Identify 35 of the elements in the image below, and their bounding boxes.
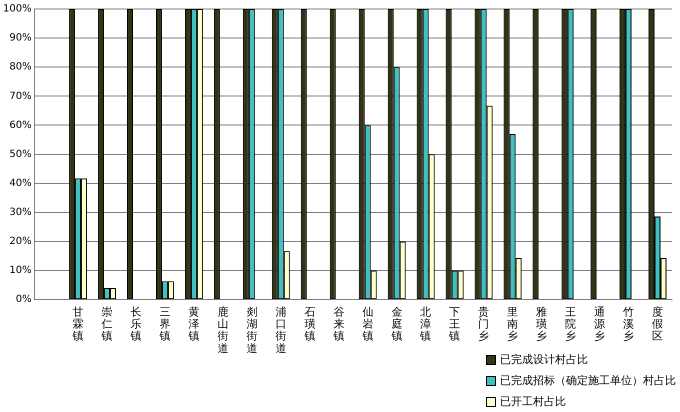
x-tick-label: 金庭镇 [390, 306, 402, 343]
x-tick-label: 甘霖镇 [72, 306, 84, 343]
y-tick-label: 0% [16, 294, 32, 306]
x-tick-label: 剡湖街道 [246, 306, 258, 355]
x-tick-label: 崇仁镇 [100, 306, 113, 343]
x-tick-label: 北漳镇 [419, 306, 432, 343]
y-tick-label: 70% [9, 90, 32, 102]
x-tick-label: 通源乡 [594, 306, 606, 343]
x-tick-label: 下王镇 [448, 306, 460, 343]
legend-label: 已完成设计村占比 [500, 352, 588, 367]
y-tick-label: 60% [9, 120, 32, 131]
x-tick-label: 仙岩镇 [361, 306, 374, 343]
y-tick-label: 50% [9, 148, 32, 160]
y-tick-label: 80% [9, 62, 32, 73]
y-tick-label: 100% [2, 4, 32, 15]
y-tick-label: 10% [9, 265, 32, 276]
x-tick-label: 王院乡 [565, 306, 576, 343]
x-tick-label: 度假区 [652, 306, 664, 343]
x-tick-label: 雅璜乡 [536, 306, 548, 343]
y-tick-label: 30% [9, 207, 32, 218]
x-tick-label: 三界镇 [158, 306, 170, 343]
x-tick-label: 竹溪乡 [623, 306, 634, 343]
x-tick-label: 黄泽镇 [187, 306, 200, 343]
y-tick-label: 20% [9, 236, 32, 248]
x-tick-label: 贵门乡 [478, 306, 490, 343]
y-tick-label: 90% [9, 32, 32, 44]
y-tick-label: 40% [9, 178, 32, 189]
legend-label: 已完成招标（确定施工单位）村占比 [500, 373, 676, 388]
x-tick-label: 里南乡 [507, 306, 518, 343]
x-tick-label: 长乐镇 [129, 306, 142, 343]
x-tick-label: 谷来镇 [332, 306, 344, 343]
x-tick-label: 石璜镇 [303, 306, 316, 343]
x-tick-label: 浦口街道 [275, 306, 286, 355]
legend-label: 已开工村占比 [500, 394, 566, 409]
x-tick-label: 鹿山街道 [217, 306, 228, 355]
